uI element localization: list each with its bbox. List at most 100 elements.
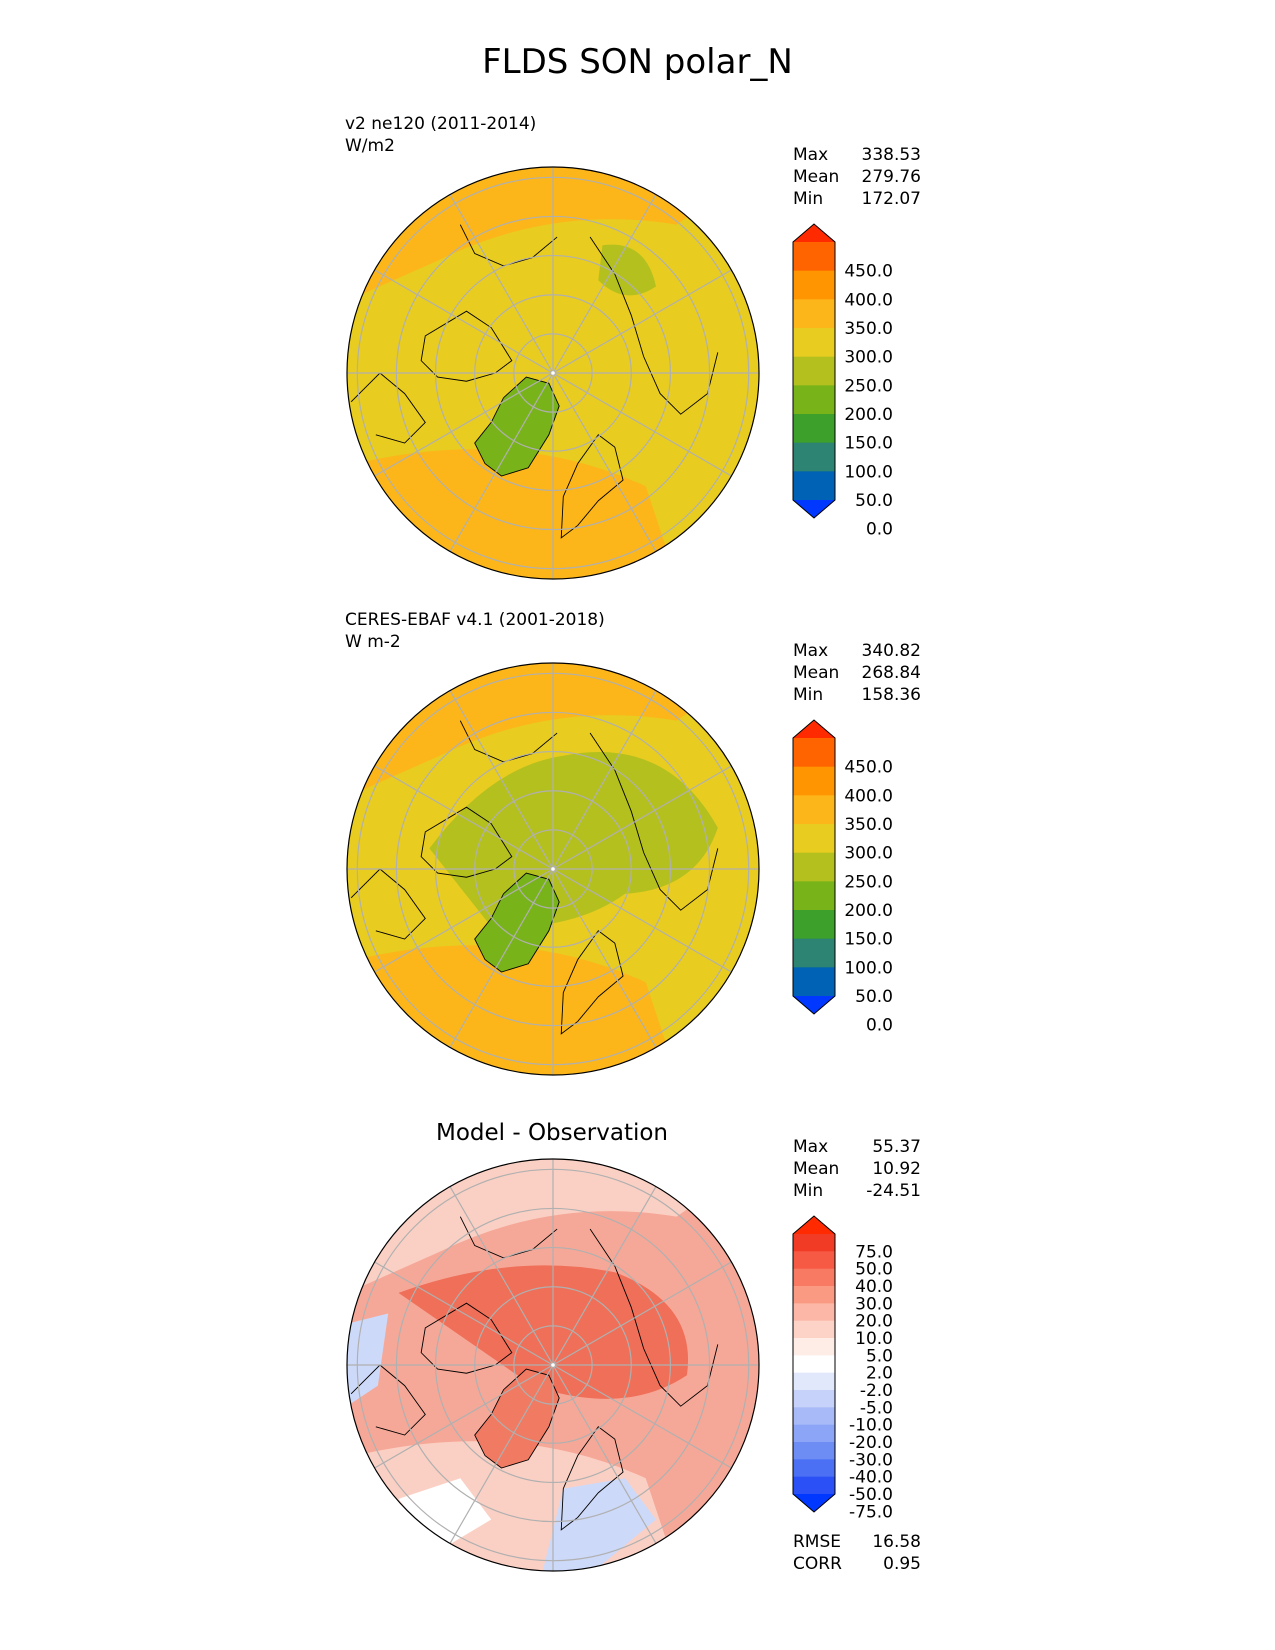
stat-label: Mean xyxy=(793,1159,840,1179)
stat-mean: 268.84 xyxy=(861,663,921,683)
colorbar-tick-label: 100.0 xyxy=(844,462,893,482)
colorbar-tick-label: 400.0 xyxy=(844,786,893,806)
coastline xyxy=(474,872,560,973)
colorbar-tick-label: 400.0 xyxy=(844,290,893,310)
colorbar-tick-label: 150.0 xyxy=(844,434,893,454)
colorbar-segment xyxy=(793,1476,835,1495)
coastline xyxy=(474,376,560,477)
pole-marker xyxy=(551,867,555,871)
colorbar-tick-label: -75.0 xyxy=(849,1502,893,1522)
panel-3-stats: Max 55.37 Mean 10.92 Min -24.51 xyxy=(793,1136,921,1202)
colorbar-tick-label: 0.0 xyxy=(866,520,893,540)
colorbar-segment xyxy=(793,385,835,415)
colorbar-tick-label: 150.0 xyxy=(844,930,893,950)
colorbar-outline xyxy=(792,223,836,519)
colorbar-tick-label: 200.0 xyxy=(844,901,893,921)
colorbar-tick-label: -20.0 xyxy=(849,1433,893,1453)
colorbar-segment xyxy=(793,299,835,329)
colorbar-tick-label: -10.0 xyxy=(849,1416,893,1436)
coastline xyxy=(560,434,624,539)
colorbar-extend-min xyxy=(793,500,835,518)
colorbar-segment xyxy=(793,910,835,940)
stat-mean: 279.76 xyxy=(861,167,921,187)
colorbar-segment xyxy=(793,1251,835,1270)
colorbar-tick-label: 10.0 xyxy=(855,1329,893,1349)
colorbar-extend-min xyxy=(793,1494,835,1512)
stat-label: Min xyxy=(793,685,824,705)
coastline xyxy=(474,1368,560,1469)
colorbar-tick-label: 50.0 xyxy=(855,987,893,1007)
colorbar-tick-label: 5.0 xyxy=(866,1346,893,1366)
colorbar-tick-label: 100.0 xyxy=(844,958,893,978)
difference-title: Model - Observation xyxy=(435,1120,669,1146)
stat-mean: 10.92 xyxy=(872,1159,921,1179)
colorbar-tick-label: 450.0 xyxy=(844,758,893,778)
colorbar-segment xyxy=(793,1303,835,1322)
colorbar-tick-label: 250.0 xyxy=(844,376,893,396)
colorbar-segment xyxy=(793,1407,835,1426)
colorbar-2: 450.0 400.0 350.0 300.0 250.0 200.0 150.0 100.0… xyxy=(792,719,893,1036)
stat-min: -24.51 xyxy=(866,1181,921,1201)
coastline xyxy=(589,732,719,911)
coastline xyxy=(589,1228,719,1407)
stat-min: 172.07 xyxy=(861,189,921,209)
colorbar-extend-min xyxy=(793,996,835,1014)
panel-2-title: CERES-EBAF v4.1 (2001-2018) W m-2 xyxy=(345,609,605,653)
colorbar-segment xyxy=(793,356,835,386)
stat-label: Mean xyxy=(793,663,840,683)
polar-map-3 xyxy=(346,1158,760,1572)
colorbar-tick-label: 200.0 xyxy=(844,405,893,425)
colorbar-3: 75.050.040.030.020.010.05.02.0-2.0-5.0-1… xyxy=(792,1215,893,1522)
colorbar-tick-label: 250.0 xyxy=(844,872,893,892)
colorbar-segment xyxy=(793,938,835,968)
colorbar-segment xyxy=(793,1424,835,1443)
stat-label: Max xyxy=(793,641,829,661)
colorbar-tick-label: -2.0 xyxy=(860,1381,893,1401)
low-flux-region xyxy=(598,244,656,296)
map-boundary xyxy=(346,1158,760,1572)
map-boundary xyxy=(346,166,760,580)
polar-map-2 xyxy=(346,662,760,1076)
colorbar-extend-max xyxy=(793,720,835,738)
warm-ocean-region xyxy=(347,663,759,797)
colorbar-segment xyxy=(793,1355,835,1374)
panel-2-stats: Max 340.82 Mean 268.84 Min 158.36 xyxy=(793,640,921,706)
colorbar-segment xyxy=(793,471,835,501)
colorbar-segment xyxy=(793,270,835,300)
colorbar-segment xyxy=(793,1338,835,1356)
colorbar-tick-label: 0.0 xyxy=(866,1016,893,1036)
stat-max: 338.53 xyxy=(861,145,921,165)
colorbar-tick-label: 2.0 xyxy=(866,1364,893,1384)
stat-label: CORR xyxy=(793,1554,842,1574)
colorbar-outline xyxy=(792,1215,836,1513)
colorbar-segment xyxy=(793,1442,835,1460)
stat-label: Min xyxy=(793,189,824,209)
colorbar-segment xyxy=(793,1268,835,1287)
colorbar-segment xyxy=(793,1234,835,1252)
colorbar-tick-label: 30.0 xyxy=(855,1294,893,1314)
colorbar-segment xyxy=(793,795,835,825)
map-boundary xyxy=(346,662,760,1076)
negative-bias-region xyxy=(542,1478,656,1571)
colorbar-1: 450.0 400.0 350.0 300.0 250.0 200.0 150.0 100.0… xyxy=(792,223,893,540)
colorbar-segment xyxy=(793,967,835,997)
stat-rmse: 16.58 xyxy=(872,1532,921,1552)
colorbar-tick-label: 75.0 xyxy=(855,1242,893,1262)
colorbar-tick-label: 300.0 xyxy=(844,348,893,368)
negative-bias-region xyxy=(347,1313,389,1407)
stat-max: 55.37 xyxy=(872,1137,921,1157)
low-flux-region xyxy=(429,751,718,928)
colorbar-tick-label: 50.0 xyxy=(855,1260,893,1280)
colorbar-segment xyxy=(793,766,835,796)
pole-marker xyxy=(551,371,555,375)
colorbar-segment xyxy=(793,442,835,472)
warm-ocean-region xyxy=(347,167,759,301)
colorbar-segment xyxy=(793,242,835,272)
panel-2-units: W m-2 xyxy=(345,632,401,652)
stat-label: Max xyxy=(793,145,829,165)
coastline xyxy=(560,930,624,1035)
stat-corr: 0.95 xyxy=(883,1554,921,1574)
colorbar-tick-label: 50.0 xyxy=(855,491,893,511)
colorbar-segment xyxy=(793,1320,835,1339)
